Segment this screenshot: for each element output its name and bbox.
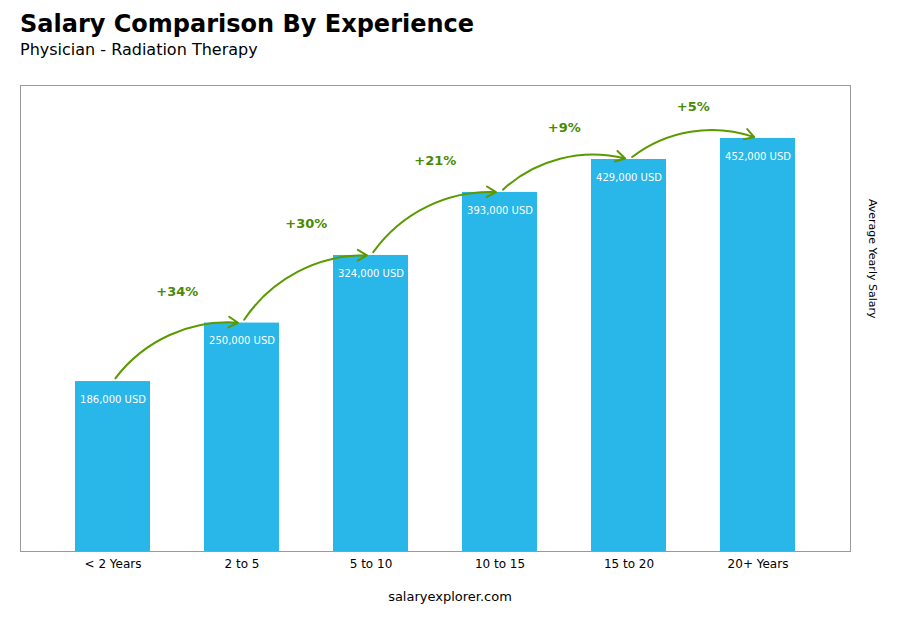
- svg-text:+30%: +30%: [285, 216, 327, 231]
- svg-text:20+ Years: 20+ Years: [728, 557, 789, 571]
- svg-text:15 to 20: 15 to 20: [604, 557, 654, 571]
- svg-text:10 to 15: 10 to 15: [475, 557, 525, 571]
- svg-text:452,000 USD: 452,000 USD: [725, 151, 791, 162]
- svg-text:+21%: +21%: [414, 153, 456, 168]
- svg-text:250,000 USD: 250,000 USD: [209, 335, 275, 346]
- svg-text:< 2 Years: < 2 Years: [85, 557, 142, 571]
- svg-text:186,000 USD: 186,000 USD: [80, 394, 146, 405]
- svg-text:393,000 USD: 393,000 USD: [467, 205, 533, 216]
- html-text:Salary Comparison By Experienc: Salary Comparison By Experience: [20, 10, 475, 38]
- svg-text:2 to 5: 2 to 5: [225, 557, 260, 571]
- svg-text:324,000 USD: 324,000 USD: [338, 268, 404, 279]
- svg-text:+5%: +5%: [677, 99, 710, 114]
- html-text:Physician - Radiation Therapy: Physician - Radiation Therapy: [20, 40, 258, 59]
- svg-text:Average Yearly Salary: Average Yearly Salary: [866, 199, 879, 319]
- svg-text:+9%: +9%: [548, 120, 581, 135]
- html-text:salaryexplorer.com: salaryexplorer.com: [388, 589, 512, 604]
- svg-text:429,000 USD: 429,000 USD: [596, 172, 662, 183]
- svg-text:5 to 10: 5 to 10: [350, 557, 393, 571]
- svg-text:+34%: +34%: [156, 284, 198, 299]
